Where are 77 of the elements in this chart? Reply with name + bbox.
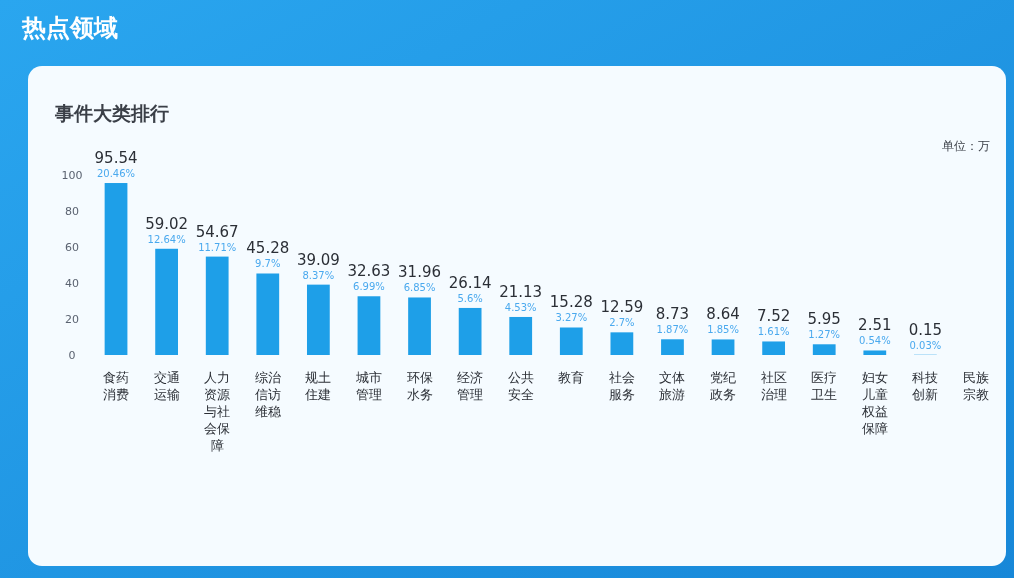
x-tick-label: 食药消费: [103, 370, 130, 402]
bar: [306, 284, 330, 355]
data-label: 7.52: [756, 307, 791, 326]
bar: [661, 339, 684, 355]
x-tick-label: 城市管理: [354, 370, 382, 402]
bar: [711, 339, 735, 355]
data-label: 39.09: [296, 250, 340, 269]
x-tick-label: 医疗卫生: [811, 370, 838, 402]
bar: [408, 297, 431, 355]
data-label: 21.13: [499, 282, 543, 301]
annotation: 0.54%: [858, 335, 891, 347]
annotation: 6.85%: [403, 282, 436, 294]
x-tick-label: 党纪政务: [710, 370, 737, 402]
data-label: 8.73: [655, 305, 690, 324]
annotation: 4.53%: [504, 301, 537, 313]
bar: [610, 332, 634, 355]
text: 单位：万: [942, 139, 990, 153]
x-tick-label: 环保水务: [406, 370, 433, 402]
x-tick-label: 教育: [558, 370, 585, 385]
annotation: 6.99%: [353, 281, 385, 293]
x-tick-label: 公共安全: [507, 370, 534, 402]
x-tick-label: 文体旅游: [659, 370, 686, 402]
bar: [762, 341, 786, 355]
annotation: 1.61%: [757, 326, 790, 338]
y-tick-label: 80: [65, 204, 79, 218]
data-label: 5.95: [807, 310, 841, 329]
bar: [104, 183, 128, 355]
annotation: 0.03%: [909, 339, 942, 351]
bar: [509, 316, 533, 355]
y-tick-label: 20: [65, 312, 79, 326]
x-tick-label: 交通运输: [153, 370, 180, 402]
data-label: 45.28: [246, 239, 290, 258]
annotation: 2.7%: [609, 317, 635, 329]
x-tick-label: 经济管理: [457, 370, 484, 402]
y-tick-label: 60: [65, 240, 79, 254]
bar: [812, 344, 836, 355]
bar: [458, 307, 482, 355]
data-label: 8.64: [706, 305, 740, 324]
y-tick-label: 0: [68, 348, 76, 362]
data-label: 54.67: [195, 222, 239, 241]
annotation: 8.37%: [302, 269, 335, 281]
data-label: 31.96: [398, 263, 442, 282]
annotation: 1.85%: [707, 324, 739, 336]
bar: [205, 256, 229, 355]
data-label: 0.15: [908, 320, 943, 339]
x-tick-label: 人力资源与社会保障: [204, 370, 231, 453]
annotation: 20.46%: [96, 168, 136, 180]
annotation: 1.87%: [656, 324, 689, 336]
data-label: 2.51: [858, 316, 892, 335]
chart-subtitle: 事件大类排行: [54, 102, 169, 124]
bar: [357, 296, 381, 355]
bar: [256, 273, 280, 355]
data-label: 59.02: [145, 214, 189, 233]
y-tick-label: 100: [61, 168, 83, 182]
annotation: 3.27%: [555, 312, 588, 324]
data-label: 95.54: [94, 149, 138, 168]
x-tick-label: 规土住建: [304, 370, 332, 402]
x-tick-label: 社区治理: [760, 370, 787, 402]
x-tick-label: 民族宗教: [962, 370, 989, 402]
x-tick-label: 综治信访维稳: [254, 370, 281, 419]
annotation: 11.71%: [198, 241, 237, 253]
data-label: 15.28: [549, 293, 593, 312]
data-label: 32.63: [347, 262, 391, 281]
bar: [559, 327, 583, 355]
annotation: 1.27%: [808, 329, 841, 341]
data-label: 26.14: [448, 273, 492, 292]
x-tick-label: 妇女儿童权益保障: [860, 370, 888, 436]
annotation: 9.7%: [255, 258, 281, 270]
data-label: 12.59: [600, 298, 644, 317]
x-tick-label: 社会服务: [608, 370, 635, 402]
annotation: 5.6%: [457, 292, 483, 304]
x-tick-label: 科技创新: [912, 370, 939, 402]
chart-title: 热点领域: [21, 14, 118, 42]
bar: [155, 248, 178, 355]
annotation: 12.64%: [147, 233, 186, 245]
y-tick-label: 40: [65, 276, 79, 290]
bar: [863, 350, 887, 355]
